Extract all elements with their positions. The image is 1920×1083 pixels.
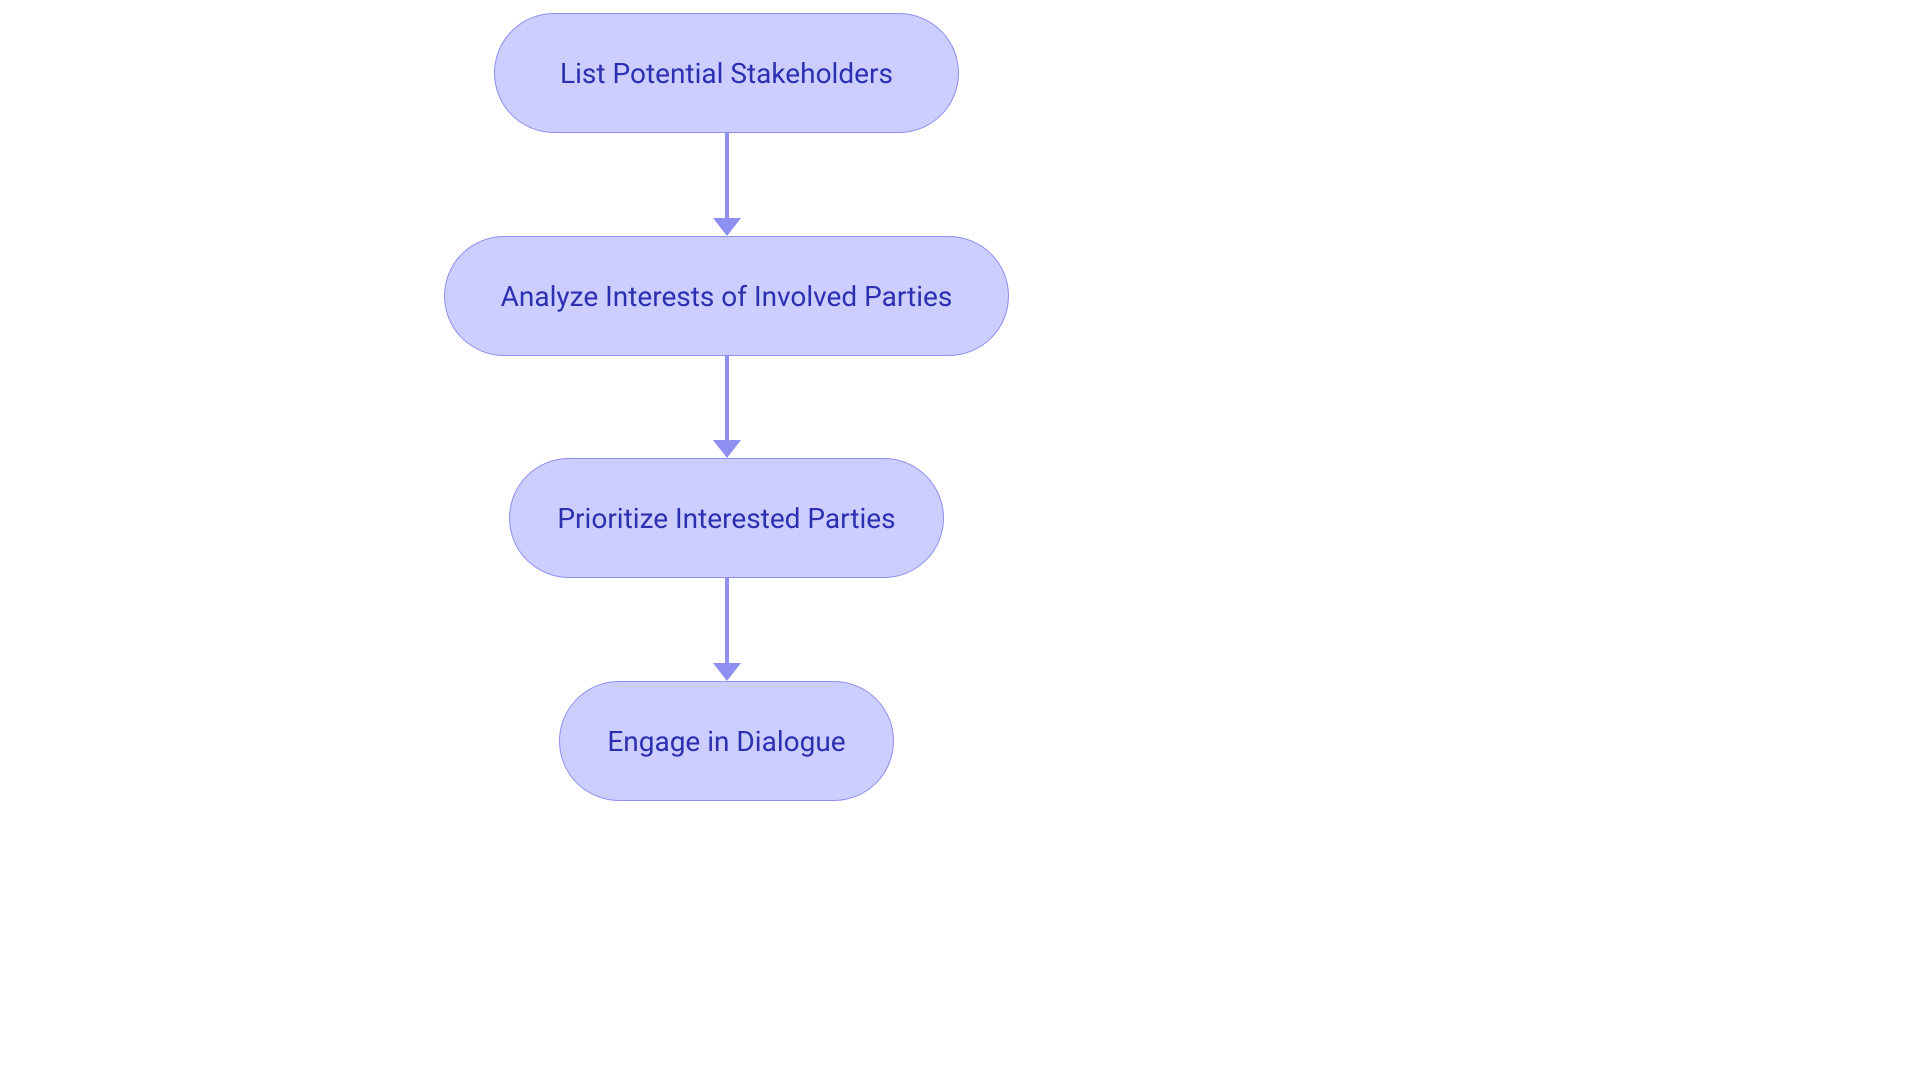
node-n2: Analyze Interests of Involved Parties — [444, 236, 1009, 356]
node-label: Analyze Interests of Involved Parties — [501, 280, 953, 313]
node-label: Prioritize Interested Parties — [557, 502, 895, 535]
node-n1: List Potential Stakeholders — [494, 13, 959, 133]
node-label: Engage in Dialogue — [607, 725, 845, 758]
edge-n3-n4 — [711, 578, 743, 681]
node-n4: Engage in Dialogue — [559, 681, 894, 801]
edge-n2-n3 — [711, 356, 743, 458]
node-n3: Prioritize Interested Parties — [509, 458, 944, 578]
node-label: List Potential Stakeholders — [560, 57, 893, 90]
flowchart-canvas: List Potential Stakeholders Analyze Inter… — [0, 0, 1920, 1083]
edge-n1-n2 — [711, 133, 743, 236]
